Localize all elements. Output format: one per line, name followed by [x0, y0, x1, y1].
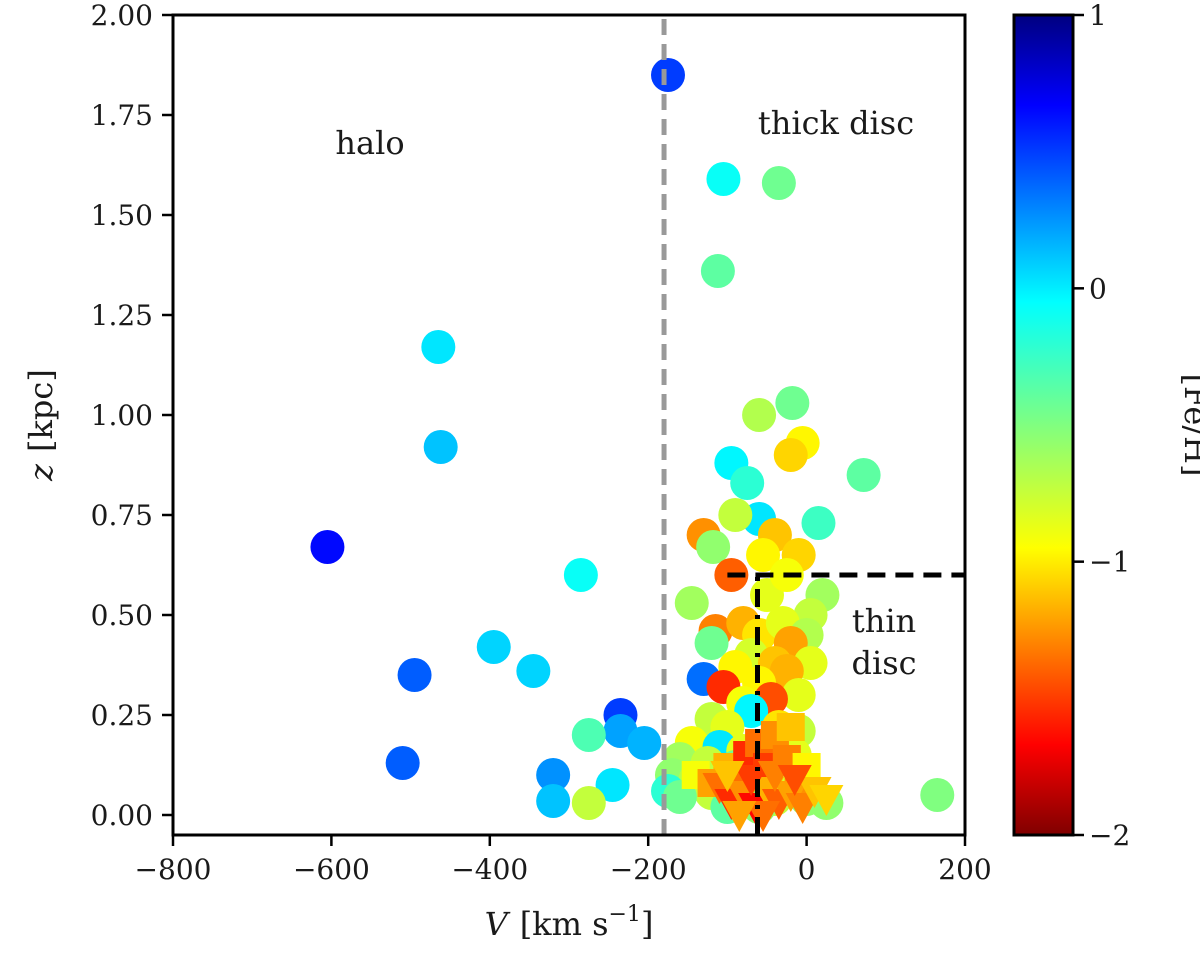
circle-marker: [536, 758, 571, 792]
y-tick-label: 0.25: [91, 699, 153, 732]
x-tick-label: 0: [798, 853, 816, 886]
circle-marker: [421, 330, 456, 364]
x-axis-variable: V: [485, 905, 511, 943]
scatter-markers: [310, 58, 955, 832]
thin-disc-label-line1: thin: [852, 602, 916, 640]
circle-marker: [700, 254, 735, 288]
colorbar-tick-label: 0: [1089, 272, 1107, 305]
circle-marker: [761, 166, 796, 200]
circle-marker: [310, 530, 345, 564]
x-axis-unit-post: ]: [641, 905, 653, 943]
y-tick-label: 1.50: [91, 199, 153, 232]
colorbar-tick-label: −1: [1089, 546, 1130, 579]
circle-marker: [775, 386, 810, 420]
halo-label: halo: [335, 124, 404, 162]
square-marker: [776, 713, 805, 741]
triangle-marker: [710, 761, 745, 792]
circle-marker: [730, 466, 765, 500]
plot-frame: [171, 13, 967, 837]
circle-marker: [397, 658, 432, 692]
y-tick-label: 1.75: [91, 99, 153, 132]
x-tick-label: −200: [610, 853, 687, 886]
y-tick-label: 0.00: [91, 799, 153, 832]
y-tick-label: 2.00: [91, 0, 153, 32]
thick-disc-label: thick disc: [758, 104, 914, 142]
y-axis-label: z [kpc]: [22, 369, 60, 482]
triangle-marker: [734, 765, 769, 796]
circle-marker: [627, 726, 662, 760]
x-axis-label: V [km s−1]: [485, 902, 654, 943]
x-tick-label: −600: [293, 853, 370, 886]
y-tick-label: 1.00: [91, 399, 153, 432]
circle-marker: [516, 654, 551, 688]
colorbar-label: [Fe/H]: [1177, 373, 1200, 476]
colorbar-gradient: [1014, 15, 1073, 835]
circle-marker: [476, 630, 511, 664]
y-tick-label: 0.50: [91, 599, 153, 632]
plot-area: −800 −600 −400 −200 0 200 0.00 0.25 0.50 0.75 1.0…: [22, 0, 992, 943]
y-axis-unit: [kpc]: [22, 369, 60, 452]
circle-marker: [385, 746, 420, 780]
colorbar-tick-label: 1: [1089, 0, 1107, 32]
circle-marker: [801, 506, 836, 540]
circle-marker: [746, 538, 781, 572]
triangle-marker: [809, 785, 844, 816]
circle-marker: [773, 438, 808, 472]
circle-marker: [571, 786, 606, 820]
colorbar: 1 0 −1 −2 [Fe/H]: [1012, 0, 1200, 852]
circle-marker: [423, 430, 458, 464]
circle-marker: [718, 498, 753, 532]
circle-marker: [571, 718, 606, 752]
circle-marker: [920, 778, 955, 812]
x-axis-ticks: −800 −600 −400 −200 0 200: [135, 835, 992, 886]
triangle-marker: [777, 765, 812, 796]
circle-marker: [595, 768, 630, 802]
x-axis-unit-exponent: −1: [609, 902, 641, 927]
circle-marker: [781, 678, 816, 712]
colorbar-tick-label: −2: [1089, 819, 1130, 852]
circle-marker: [651, 58, 685, 92]
circle-marker: [706, 162, 741, 196]
x-tick-label: 200: [938, 853, 991, 886]
y-axis-variable: z: [22, 463, 60, 482]
thin-disc-label-line2: disc: [851, 644, 916, 682]
circle-marker: [696, 530, 731, 564]
x-tick-label: −400: [451, 853, 528, 886]
circle-marker: [674, 586, 709, 620]
y-tick-label: 0.75: [91, 499, 153, 532]
triangle-marker: [722, 801, 757, 832]
y-axis-ticks: 0.00 0.25 0.50 0.75 1.00 1.25 1.50 1.75 2.00: [91, 0, 173, 832]
circle-marker: [742, 398, 777, 432]
circle-marker: [694, 626, 729, 660]
colorbar-frame: [1012, 13, 1075, 837]
y-tick-label: 1.25: [91, 299, 153, 332]
triangle-marker: [746, 801, 781, 832]
circle-marker: [846, 458, 881, 492]
colorbar-ticks: 1 0 −1 −2: [1073, 0, 1130, 852]
region-boundaries: [661, 15, 965, 835]
x-axis-unit-pre: [km s: [520, 905, 609, 943]
circle-marker: [563, 558, 598, 592]
circle-marker: [536, 784, 571, 818]
x-tick-label: −800: [135, 853, 212, 886]
